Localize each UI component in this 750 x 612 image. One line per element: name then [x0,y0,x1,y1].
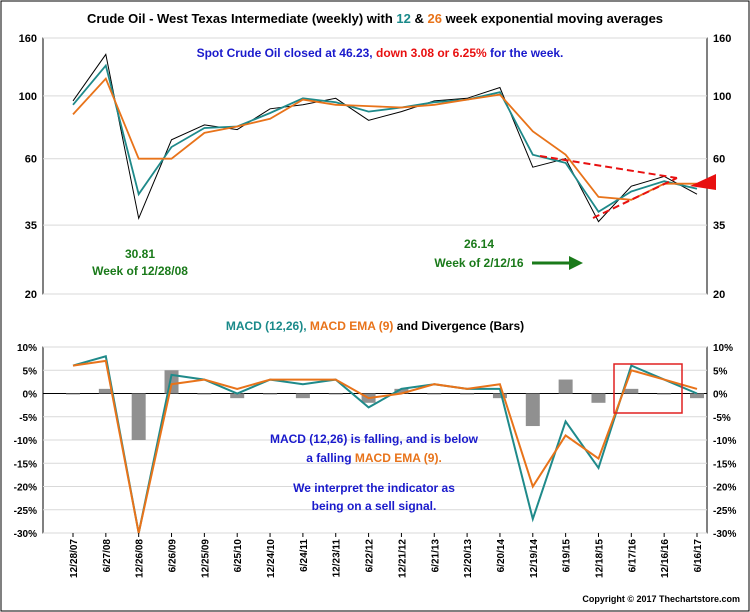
price-tick-label: 20 [25,289,37,301]
spot-close-note: Spot Crude Oil closed at 46.23, down 3.0… [197,46,564,60]
divergence-bar [394,388,409,394]
divergence-bar [197,393,212,395]
divergence-bar [460,393,475,395]
x-tick-label: 12/19/14 [529,539,540,578]
x-tick-label: 6/26/09 [168,539,179,573]
price-tick-label: 160 [19,33,37,45]
macd-gridlines [43,346,707,534]
x-tick-label: 12/18/15 [594,539,605,578]
divergence-bar [295,393,310,399]
macd-tick-label-right: 10% [713,343,733,354]
macd-tick-label: -20% [14,483,37,494]
x-tick-label: 12/24/10 [266,539,277,578]
low-2008-value: 30.81 [125,247,155,261]
divergence-bar [525,393,540,427]
divergence-bar [131,393,146,440]
upper-trendline [539,155,678,179]
low-2016-week: Week of 2/12/16 [434,256,523,270]
divergence-bar [164,370,179,394]
price-series-12 [72,63,698,214]
macd-tick-label: -15% [14,459,37,470]
x-tick-label: 6/22/12 [365,539,376,573]
macd-tick-label: -5% [19,413,37,424]
macd-series-line [72,359,698,534]
lower-trendline [592,177,678,219]
x-tick-label: 6/27/08 [102,539,113,573]
divergence-bar [66,393,80,395]
chart-title: Crude Oil - West Texas Intermediate (wee… [87,11,663,26]
x-axis: 12/28/07 6/27/08 12/26/08 6/26/09 12/25/09 6/… [69,533,704,578]
macd-series-line [72,355,698,534]
x-tick-label: 6/25/10 [233,539,244,573]
x-tick-label: 6/24/11 [299,539,310,572]
copyright: Copyright © 2017 Thechartstore.com [582,594,740,604]
price-tick-label-right: 100 [713,91,731,103]
divergence-bar [98,388,113,394]
divergence-bar [624,388,639,394]
macd-y-axis: 10% 10% 5% 5% 0% 0% -5% -5% -10% -10% -15% -15% -20%… [14,343,737,540]
divergence-bar [558,379,573,394]
price-y-axis: 20 20 35 35 60 60 100 100 160 160 [19,33,732,301]
macd-tick-label: 5% [23,366,38,377]
x-tick-label: 12/20/13 [463,539,474,578]
divergence-bar [591,393,606,403]
x-tick-label: 12/16/16 [660,539,671,578]
price-tick-label: 35 [25,220,37,232]
macd-tick-label: 10% [17,343,37,354]
highlight-box [613,363,683,414]
price-series-26 [72,77,697,201]
macd-note-line3: We interpret the indicator as [293,481,455,495]
low-2008-week: Week of 12/28/08 [92,264,188,278]
macd-note-line2: a falling MACD EMA (9). [306,451,442,465]
price-series [72,53,698,223]
x-tick-label: 12/23/11 [332,539,343,578]
macd-tick-label-right: -20% [713,483,736,494]
divergence-bar [690,393,704,399]
macd-note: MACD (12,26) is falling, and is below a … [270,432,479,513]
macd-tick-label-right: -5% [713,413,731,424]
divergence-bar [657,393,672,395]
low-2016-value: 26.14 [464,237,494,251]
macd-tick-label: -25% [14,506,37,517]
x-tick-label: 12/21/12 [397,539,408,578]
green-arrow-icon [569,256,583,270]
x-tick-label: 6/21/13 [430,539,441,573]
price-tick-label: 100 [19,91,37,103]
divergence-bar [492,393,507,399]
x-tick-label: 6/16/17 [693,539,704,573]
macd-tick-label: 0% [23,390,38,401]
price-series-price [72,53,698,223]
x-tick-label: 12/28/07 [69,539,80,578]
macd-series [72,355,698,534]
divergence-bar [263,393,278,395]
macd-tick-label: -30% [14,529,37,540]
price-tick-label-right: 160 [713,33,731,45]
x-tick-label: 12/26/08 [135,539,146,578]
divergence-bars [66,370,704,440]
macd-tick-label-right: -30% [713,529,736,540]
macd-tick-label: -10% [14,436,37,447]
x-tick-label: 6/19/15 [562,539,573,573]
macd-tick-label-right: -25% [713,506,736,517]
macd-note-line1: MACD (12,26) is falling, and is below [270,432,479,446]
x-tick-label: 6/20/14 [496,539,507,573]
price-tick-label: 60 [25,154,37,166]
macd-note-line4: being on a sell signal. [312,499,437,513]
red-arrow-icon [690,174,716,190]
x-tick-label: 12/25/09 [200,539,211,578]
macd-tick-label-right: -10% [713,436,736,447]
price-tick-label-right: 35 [713,220,725,232]
macd-tick-label-right: 0% [713,390,728,401]
macd-tick-label-right: 5% [713,366,728,377]
divergence-bar [328,393,343,395]
macd-title: MACD (12,26), MACD EMA (9) and Divergenc… [226,319,524,333]
price-tick-label-right: 20 [713,289,725,301]
divergence-bar [230,393,245,399]
divergence-bar [427,393,442,395]
price-tick-label-right: 60 [713,154,725,166]
x-tick-label: 6/17/16 [627,539,638,573]
macd-tick-label-right: -15% [713,459,736,470]
